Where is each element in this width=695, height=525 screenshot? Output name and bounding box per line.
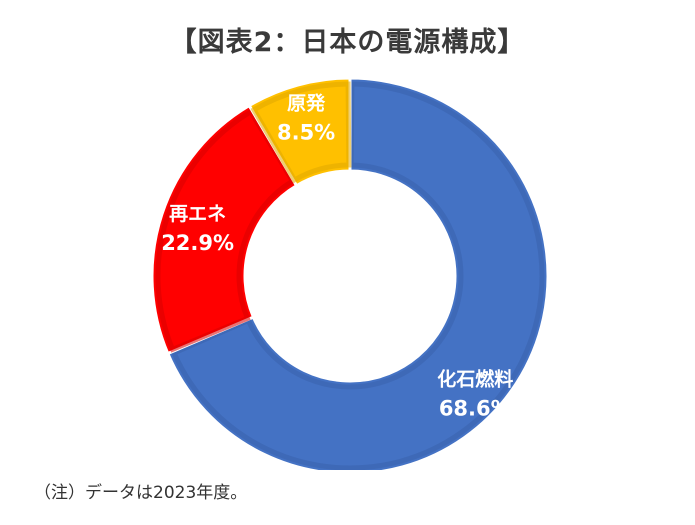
slice-label-name: 再エネ xyxy=(169,203,226,225)
slice-label-value: 68.6% xyxy=(439,396,512,420)
slices-group xyxy=(150,76,550,470)
slice-1 xyxy=(165,76,550,470)
slice-label-value: 8.5% xyxy=(277,121,335,145)
slice-label-name: 原発 xyxy=(287,92,326,115)
slice-edge-2 xyxy=(155,108,296,353)
donut-chart: 化石燃料 68.6% 再エネ 22.9% 原発 8.5% xyxy=(150,76,550,470)
slice-labels-group: 化石燃料 68.6% 再エネ 22.9% 原発 8.5% xyxy=(161,92,513,421)
slice-3 xyxy=(247,76,352,188)
slice-2 xyxy=(150,103,299,356)
chart-title: 【図表2：日本の電源構成】 xyxy=(169,27,526,58)
slice-label-value: 22.9% xyxy=(161,231,234,255)
slice-edge-3 xyxy=(250,81,352,184)
slice-edge-1 xyxy=(170,81,545,470)
slice-label-name: 化石燃料 xyxy=(437,367,513,390)
footnote: （注）データは2023年度。 xyxy=(34,483,248,503)
